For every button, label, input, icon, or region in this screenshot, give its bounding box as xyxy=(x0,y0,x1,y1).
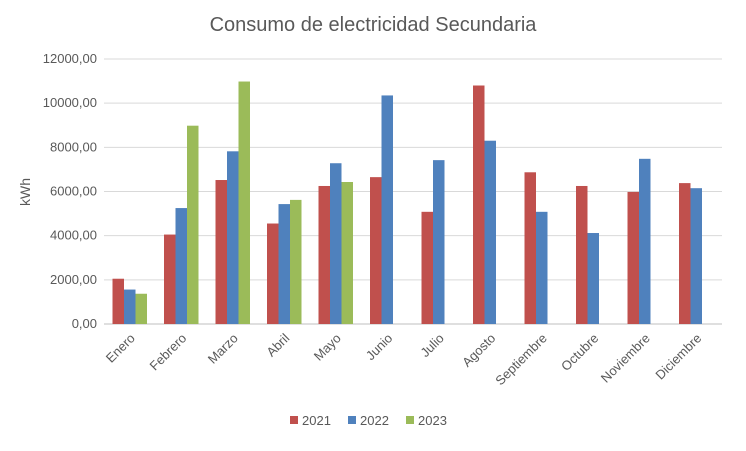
bar-2022-abril xyxy=(278,204,290,324)
bar-2022-marzo xyxy=(227,151,239,324)
legend-swatch xyxy=(348,416,356,424)
bar-2022-febrero xyxy=(175,208,187,324)
legend-swatch xyxy=(290,416,298,424)
y-tick-label: 10000,00 xyxy=(43,95,97,110)
x-tick-label: Enero xyxy=(103,331,138,366)
bar-2022-diciembre xyxy=(690,188,702,324)
x-tick-label: Septiembre xyxy=(492,331,550,389)
y-tick-label: 6000,00 xyxy=(50,184,97,199)
bar-2023-mayo xyxy=(341,182,353,324)
legend-label: 2022 xyxy=(360,413,389,428)
x-tick-label: Marzo xyxy=(205,331,241,367)
bar-2021-junio xyxy=(370,177,382,324)
bar-2022-junio xyxy=(381,95,393,324)
bar-2022-julio xyxy=(433,160,445,324)
bar-2021-abril xyxy=(267,223,279,324)
legend-label: 2023 xyxy=(418,413,447,428)
x-tick-label: Julio xyxy=(417,331,447,361)
bar-2021-marzo xyxy=(215,180,227,324)
x-tick-label: Junio xyxy=(363,331,396,364)
bar-2022-noviembre xyxy=(639,158,651,324)
bar-2023-febrero xyxy=(187,125,199,324)
y-tick-label: 12000,00 xyxy=(43,51,97,66)
bar-2022-septiembre xyxy=(536,211,548,324)
x-tick-label: Febrero xyxy=(147,331,190,374)
bar-2023-marzo xyxy=(238,81,250,325)
x-tick-label: Mayo xyxy=(311,331,344,364)
bars xyxy=(112,81,702,325)
y-tick-label: 0,00 xyxy=(72,316,97,331)
bar-2021-mayo xyxy=(318,185,330,324)
bar-2021-septiembre xyxy=(524,172,536,324)
bar-2021-diciembre xyxy=(679,183,691,324)
x-axis-ticks: Enero Febrero Marzo Abril Mayo Junio Julio Agos… xyxy=(103,330,705,388)
x-tick-label: Diciembre xyxy=(652,331,704,383)
y-tick-label: 4000,00 xyxy=(50,228,97,243)
bar-2021-noviembre xyxy=(627,191,639,324)
bar-2022-agosto xyxy=(484,140,496,324)
x-tick-label: Octubre xyxy=(558,331,601,374)
bar-2021-octubre xyxy=(576,185,588,324)
legend-label: 2021 xyxy=(302,413,331,428)
bar-2021-febrero xyxy=(164,234,176,324)
y-tick-label: 2000,00 xyxy=(50,272,97,287)
bar-2022-mayo xyxy=(330,163,342,324)
x-tick-label: Noviembre xyxy=(598,331,653,386)
bar-2021-agosto xyxy=(473,85,485,324)
legend: 2021 2022 2023 xyxy=(290,413,447,428)
bar-2022-enero xyxy=(124,289,136,324)
bar-2021-julio xyxy=(421,211,433,324)
bar-2022-octubre xyxy=(587,233,599,324)
chart-title: Consumo de electricidad Secundaria xyxy=(210,14,538,36)
legend-swatch xyxy=(406,416,414,424)
bar-2023-enero xyxy=(135,293,147,324)
x-tick-label: Abril xyxy=(263,330,292,359)
bar-2023-abril xyxy=(290,199,302,324)
x-tick-label: Agosto xyxy=(459,331,498,370)
y-axis-ticks: 0,00 2000,00 4000,00 6000,00 8000,00 10000,00… xyxy=(43,51,97,331)
y-tick-label: 8000,00 xyxy=(50,139,97,154)
bar-2021-enero xyxy=(112,278,124,324)
gridlines xyxy=(104,58,722,325)
y-axis-label: kWh xyxy=(17,178,33,206)
